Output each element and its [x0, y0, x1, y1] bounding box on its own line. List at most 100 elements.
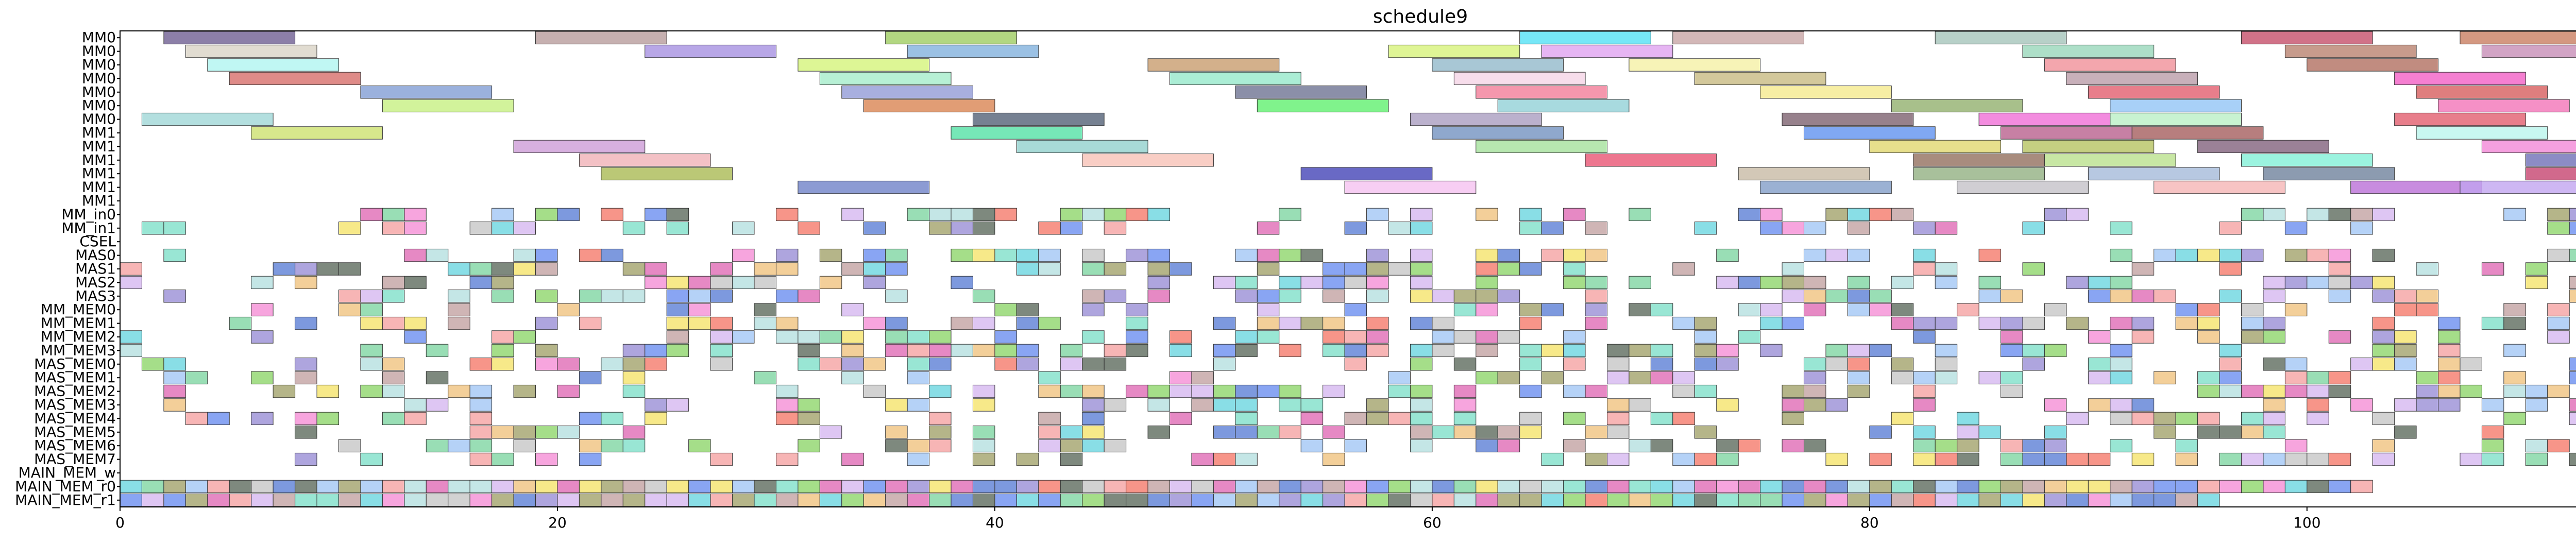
gantt-bar [1410, 290, 1433, 303]
gantt-bar [2307, 398, 2329, 412]
gantt-bar [885, 494, 908, 507]
gantt-bar [1235, 330, 1258, 344]
gantt-bar [1847, 494, 1870, 507]
gantt-bar [2044, 344, 2067, 358]
gantt-bar [1082, 439, 1105, 452]
gantt-bar [338, 222, 361, 235]
gantt-bar [972, 439, 995, 452]
gantt-bar [1825, 452, 1848, 466]
gantt-bar [775, 412, 799, 426]
gantt-bar [2481, 426, 2504, 439]
gantt-bar [2131, 412, 2155, 426]
gantt-bar [2175, 412, 2198, 426]
gantt-bar [2328, 371, 2351, 384]
y-tick-label: MAS_MEM0 [34, 355, 116, 372]
gantt-bar [2372, 344, 2395, 358]
gantt-bar [1825, 248, 1848, 262]
gantt-bar [2219, 371, 2242, 384]
gantt-bar [1104, 494, 1127, 507]
gantt-bar [1541, 222, 1564, 235]
gantt-bar [929, 344, 952, 358]
gantt-bar [1082, 480, 1105, 494]
gantt-bar [1344, 303, 1367, 316]
gantt-bar [1410, 480, 1433, 494]
gantt-bar [754, 480, 776, 494]
gantt-bar [513, 439, 536, 452]
gantt-bar [1563, 412, 1586, 426]
gantt-bar [120, 262, 142, 276]
gantt-bar [622, 426, 646, 439]
gantt-bar [1038, 412, 1061, 426]
gantt-bar [1672, 316, 1695, 330]
gantt-bar [2088, 167, 2220, 180]
gantt-bar [273, 494, 296, 507]
gantt-bar [841, 358, 864, 371]
gantt-bar [557, 303, 580, 316]
gantt-bar [1344, 262, 1367, 276]
gantt-bar [1913, 384, 1936, 398]
gantt-bar [885, 480, 908, 494]
gantt-bar [2547, 208, 2570, 222]
gantt-bar [775, 398, 799, 412]
gantt-bar [469, 276, 493, 290]
gantt-bar [1629, 58, 1761, 72]
gantt-bar [535, 316, 558, 330]
gantt-bar [1191, 398, 1214, 412]
gantt-bar [1300, 439, 1324, 452]
gantt-bar [2197, 494, 2220, 507]
gantt-bar [1738, 167, 1870, 180]
gantt-bar [1585, 316, 1607, 330]
gantt-bar [2307, 208, 2329, 222]
gantt-bar [2438, 330, 2461, 344]
gantt-bar [1694, 72, 1826, 86]
gantt-bar [382, 99, 514, 112]
gantt-bar [1016, 480, 1039, 494]
gantt-bar [1978, 480, 2002, 494]
gantt-bar [2022, 44, 2155, 58]
gantt-bar [2263, 358, 2285, 371]
gantt-bar [1388, 384, 1411, 398]
gantt-bar [1672, 452, 1695, 466]
gantt-bar [273, 262, 296, 276]
y-tick-label: MM_in0 [61, 206, 116, 223]
gantt-bar [382, 494, 405, 507]
gantt-bar [1913, 167, 2045, 180]
gantt-bar [535, 262, 558, 276]
gantt-bar [2438, 358, 2461, 371]
gantt-bar [2547, 222, 2570, 235]
gantt-bar [1760, 344, 1783, 358]
gantt-bar [2307, 248, 2329, 262]
gantt-bar [1913, 154, 2045, 167]
gantt-bar [775, 384, 799, 398]
gantt-bar [1913, 262, 1936, 276]
gantt-bar [426, 494, 449, 507]
gantt-bar [2525, 439, 2548, 452]
gantt-bar [2416, 126, 2548, 140]
gantt-bar [1978, 290, 2002, 303]
gantt-bar [994, 494, 1017, 507]
gantt-bar [1563, 494, 1586, 507]
gantt-bar [2503, 344, 2526, 358]
gantt-bar [1760, 494, 1783, 507]
gantt-bar [645, 344, 667, 358]
gantt-bar [1563, 248, 1586, 262]
gantt-bar [688, 494, 711, 507]
gantt-bar [1825, 290, 1848, 303]
gantt-bar [1235, 494, 1258, 507]
gantt-bar [2131, 398, 2155, 412]
gantt-bar [2044, 398, 2067, 412]
gantt-bar [2197, 426, 2220, 439]
gantt-bar [2569, 208, 2576, 222]
gantt-bar [929, 439, 952, 452]
gantt-bar [1388, 480, 1411, 494]
gantt-bar [907, 452, 930, 466]
gantt-bar [2241, 248, 2264, 262]
gantt-bar [1191, 384, 1214, 398]
gantt-bar [1650, 480, 1673, 494]
gantt-bar [1847, 344, 1870, 358]
gantt-bar [2416, 371, 2439, 384]
gantt-bar [2481, 140, 2576, 154]
gantt-bar [1694, 426, 1717, 439]
gantt-bar [448, 494, 470, 507]
gantt-bar [426, 480, 449, 494]
